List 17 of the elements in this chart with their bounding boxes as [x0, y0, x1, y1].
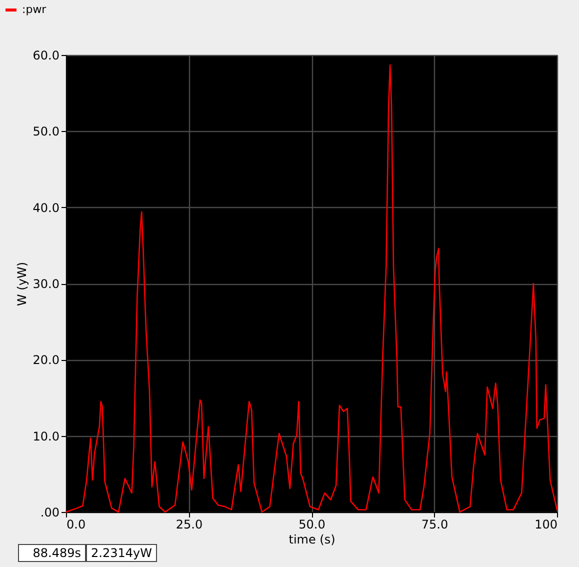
x-tick-label: 50.0 — [298, 518, 326, 532]
y-axis-title: W (yW) — [14, 262, 29, 306]
x-tick-label: 25.0 — [176, 518, 203, 532]
y-tick-label: 50.0 — [32, 124, 60, 139]
text: 88.489s — [18, 544, 86, 562]
x-axis-title: time (s) — [288, 532, 336, 546]
text: 2.2314yW — [86, 544, 157, 562]
y-tick-label: 10.0 — [32, 429, 60, 444]
legend-label: :pwr — [22, 3, 47, 16]
x-tick-label: 0.0 — [66, 518, 86, 532]
y-tick-label: 30.0 — [32, 277, 60, 291]
y-tick-label: 20.0 — [32, 353, 60, 368]
y-tick-label: .00 — [40, 506, 60, 520]
x-tick-label: 75.0 — [421, 518, 448, 532]
y-tick-label: 40.0 — [32, 200, 60, 215]
x-tick-label: 100 — [534, 518, 558, 532]
y-tick-label: 60.0 — [32, 48, 60, 62]
